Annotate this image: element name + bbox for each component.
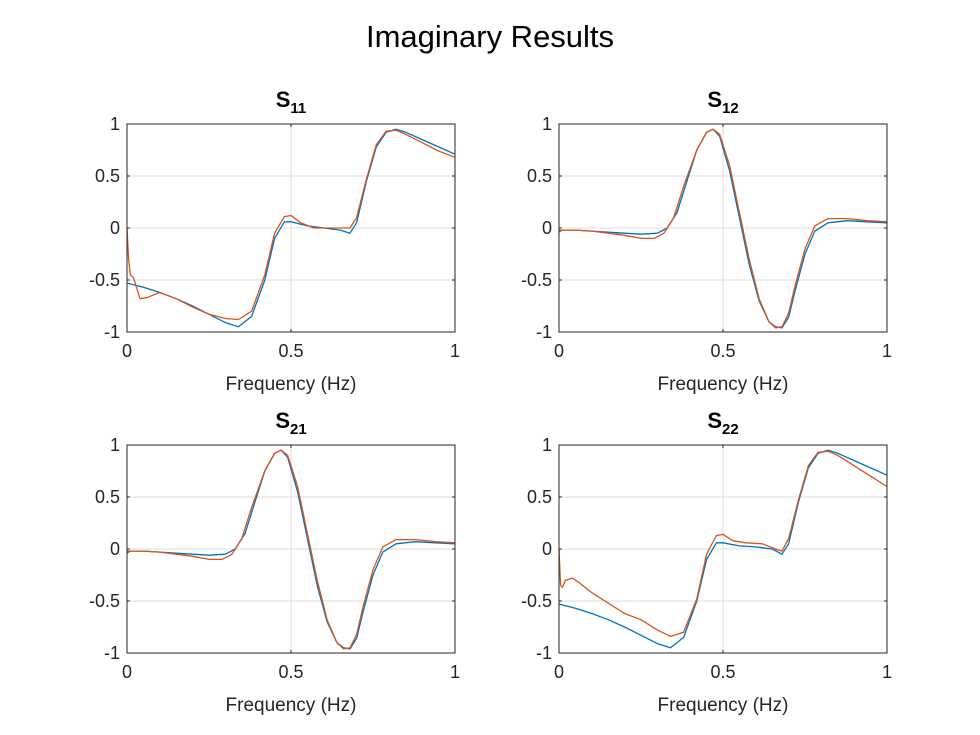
x-tick-label: 0.5	[278, 341, 303, 361]
series-line-2	[126, 129, 456, 321]
x-tick-label: 0.5	[710, 341, 735, 361]
y-tick-label: 0	[110, 218, 120, 238]
y-tick-label: 0.5	[95, 487, 120, 507]
y-tick-label: 0.5	[527, 487, 552, 507]
y-tick-label: 0	[542, 218, 552, 238]
series-line-2	[126, 449, 456, 650]
y-tick-label: 0	[110, 539, 120, 559]
x-axis-label: Frequency (Hz)	[658, 695, 789, 716]
x-tick-label: 0	[554, 341, 564, 361]
subplot-21: 0 0.5 1 1 0.5 0 -0.5 -1 Frequency (Hz) S21	[89, 408, 460, 716]
subplot-title: S21	[275, 408, 306, 438]
series-line-1	[558, 449, 888, 649]
y-tick-label: -0.5	[521, 270, 552, 290]
subplot-title: S11	[276, 87, 307, 117]
subplot-title: S22	[707, 408, 738, 438]
y-tick-label: 1	[110, 114, 120, 134]
x-tick-label: 0.5	[278, 662, 303, 682]
figure-title: Imaginary Results	[366, 19, 614, 54]
y-tick-label: 0	[542, 539, 552, 559]
subplot-12: 0 0.5 1 1 0.5 0 -0.5 -1 Frequency (Hz) S12	[521, 87, 892, 395]
x-tick-label: 1	[882, 341, 892, 361]
series-line-1	[127, 449, 456, 650]
y-tick-label: -0.5	[89, 270, 120, 290]
x-tick-label: 0	[554, 662, 564, 682]
series-line-1	[126, 128, 456, 328]
subplot-title-main: S	[707, 87, 722, 112]
y-tick-label: 0.5	[95, 166, 120, 186]
x-axis-label: Frequency (Hz)	[226, 374, 357, 395]
subplot-title-main: S	[276, 87, 291, 112]
x-axis-label: Frequency (Hz)	[226, 695, 357, 716]
y-tick-label: 1	[542, 435, 552, 455]
y-tick-label: -0.5	[521, 591, 552, 611]
subplot-title-subscript: 21	[290, 421, 307, 438]
x-tick-label: 0	[122, 662, 132, 682]
subplot-title-subscript: 12	[722, 100, 739, 117]
y-tick-label: 0.5	[527, 166, 552, 186]
y-tick-label: 1	[110, 435, 120, 455]
subplot-title: S12	[707, 87, 738, 117]
y-tick-label: -1	[536, 322, 552, 342]
series-line-2	[558, 128, 888, 329]
y-tick-label: -1	[104, 643, 120, 663]
y-tick-label: -1	[104, 322, 120, 342]
x-tick-label: 0.5	[710, 662, 735, 682]
x-tick-label: 1	[450, 662, 460, 682]
x-axis-label: Frequency (Hz)	[658, 374, 789, 395]
subplot-title-main: S	[275, 408, 290, 433]
y-tick-label: -0.5	[89, 591, 120, 611]
x-tick-label: 1	[882, 662, 892, 682]
series-line-2	[558, 450, 888, 638]
x-tick-label: 1	[450, 341, 460, 361]
x-tick-label: 0	[122, 341, 132, 361]
subplot-title-subscript: 22	[722, 421, 739, 438]
subplot-22: 0 0.5 1 1 0.5 0 -0.5 -1 Frequency (Hz) S22	[521, 408, 892, 716]
subplot-title-main: S	[707, 408, 722, 433]
subplot-title-subscript: 11	[290, 100, 306, 117]
y-tick-label: 1	[542, 114, 552, 134]
series-line-1	[559, 128, 888, 329]
y-tick-label: -1	[536, 643, 552, 663]
